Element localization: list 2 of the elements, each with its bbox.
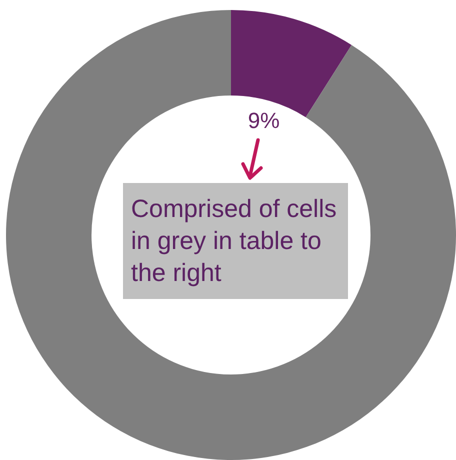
text: Comprised of cells in grey in table to the right [123,183,348,299]
data-label: 9% [248,108,280,134]
